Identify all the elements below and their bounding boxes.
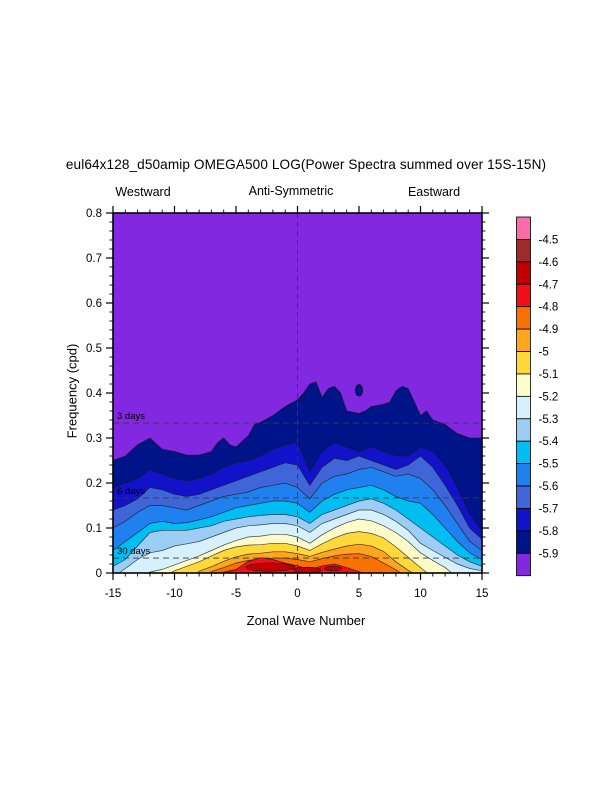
navy-spot <box>354 384 364 397</box>
colorbar-label-7: -5.2 <box>539 391 559 403</box>
contour-line--5.4 <box>113 498 482 567</box>
colorbar-label-12: -5.7 <box>539 503 559 515</box>
colorbar-label-10: -5.5 <box>539 459 559 471</box>
svg-text:-15: -15 <box>105 588 122 600</box>
svg-text:0.1: 0.1 <box>86 523 102 535</box>
axis-ticks <box>106 206 489 580</box>
svg-text:0.7: 0.7 <box>86 253 102 265</box>
svg-text:0.5: 0.5 <box>86 343 102 355</box>
colorbar-label-9: -5.4 <box>539 436 559 448</box>
svg-text:0.6: 0.6 <box>86 298 102 310</box>
contour-line--5.9 <box>113 381 482 461</box>
colorbar-box-2 <box>516 261 531 285</box>
colorbar-label-0: -4.5 <box>539 234 559 246</box>
dark-red-core-0 <box>245 562 296 572</box>
contour-field <box>113 213 482 573</box>
svg-text:0: 0 <box>294 588 300 600</box>
eastward-label: Eastward <box>407 185 461 199</box>
svg-text:-5: -5 <box>231 588 241 600</box>
colorbar-box-11 <box>516 463 531 487</box>
colorbar-label-14: -5.9 <box>539 548 559 560</box>
colorbar-box-8 <box>516 395 531 420</box>
colorbar-box-6 <box>516 351 531 375</box>
x-axis-title: Zonal Wave Number <box>246 613 366 628</box>
colorbar-label-3: -4.8 <box>539 302 559 314</box>
colorbar-box-5 <box>516 328 531 352</box>
anti-symmetric-label: Anti-Symmetric <box>248 184 334 198</box>
svg-text:0.3: 0.3 <box>86 433 102 445</box>
y-axis-title: Frequency (cpd) <box>64 343 80 439</box>
ref-line-label-6days: 6 days <box>117 485 145 497</box>
colorbar-box-3 <box>516 283 531 308</box>
colorbar-box-14 <box>516 530 531 554</box>
colorbar-box-12 <box>516 485 531 509</box>
colorbar-label-8: -5.3 <box>539 414 559 426</box>
colorbar-label-5: -5 <box>539 347 549 359</box>
colorbar: -4.5 -4.6 -4.7 -4.8 -4.9 -5 -5.1 -5.2 -5.3 -5.4 -5… <box>516 216 559 577</box>
colorbar-box-15 <box>516 552 531 577</box>
contour-line--5.3 <box>118 509 482 573</box>
colorbar-box-4 <box>516 306 531 330</box>
colorbar-box-9 <box>516 418 531 442</box>
dark-red-core-2 <box>324 565 343 572</box>
svg-text:10: 10 <box>414 588 427 600</box>
contour-line--5 <box>196 543 414 573</box>
ref-line-label-3days: 3 days <box>117 411 145 422</box>
colorbar-label-6: -5.1 <box>539 369 559 381</box>
colorbar-box-13 <box>516 508 531 532</box>
svg-text:5: 5 <box>356 588 362 600</box>
colorbar-label-2: -4.7 <box>539 279 559 291</box>
colorbar-label-1: -4.6 <box>539 257 559 269</box>
svg-text:0.2: 0.2 <box>86 478 102 490</box>
svg-text:15: 15 <box>476 588 489 600</box>
svg-text:0: 0 <box>96 568 102 580</box>
svg-text:-10: -10 <box>166 588 183 600</box>
colorbar-box-0 <box>516 216 531 240</box>
svg-text:0.8: 0.8 <box>86 208 102 220</box>
colorbar-box-7 <box>516 373 531 397</box>
colorbar-label-4: -4.9 <box>539 324 559 336</box>
colorbar-label-11: -5.6 <box>539 481 559 493</box>
svg-text:0.4: 0.4 <box>86 388 103 400</box>
colorbar-box-10 <box>516 440 531 465</box>
tick-labels: -15 -10 -5 0 5 10 15 0 0.1 0.2 0.3 0.4 0.5 0.6 0.7 0.8 <box>86 208 488 600</box>
colorbar-label-13: -5.8 <box>539 526 559 538</box>
colorbar-box-1 <box>516 239 531 263</box>
ref-line-label-30days: 30 days <box>117 546 151 557</box>
westward-label: Westward <box>115 185 171 199</box>
page-title: eul64x128_d50amip OMEGA500 LOG(Power Spe… <box>65 157 547 172</box>
